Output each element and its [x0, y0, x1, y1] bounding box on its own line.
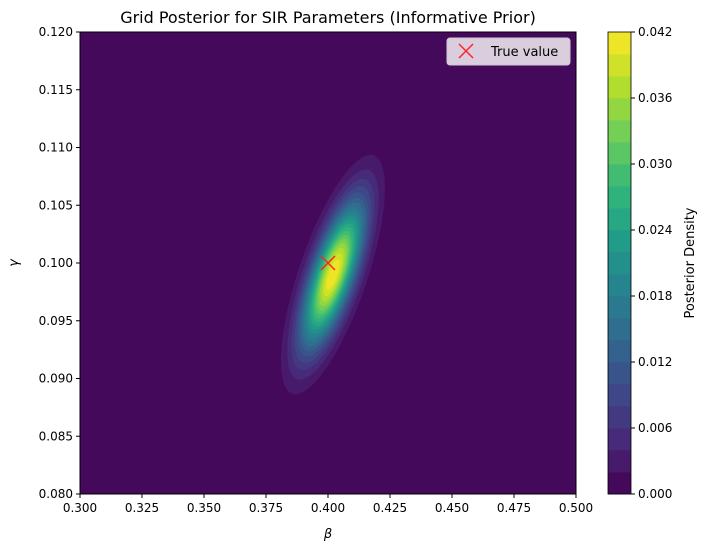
colorbar-tick-label: 0.036	[638, 91, 672, 105]
colorbar-band	[608, 384, 631, 407]
y-tick-label: 0.120	[39, 25, 73, 39]
plot-area	[79, 31, 577, 495]
x-tick-label: 0.500	[559, 501, 593, 515]
colorbar-band	[608, 274, 631, 297]
contour-band-20	[326, 259, 340, 290]
colorbar-band	[608, 98, 631, 121]
x-tick-label: 0.350	[187, 501, 221, 515]
colorbar-tick-label: 0.012	[638, 355, 672, 369]
x-tick-label: 0.325	[125, 501, 159, 515]
colorbar-band	[608, 318, 631, 341]
y-axis-label: γ	[7, 258, 22, 267]
y-tick-label: 0.080	[39, 487, 73, 501]
legend-marker-icon	[458, 43, 474, 59]
x-tick-label: 0.400	[311, 501, 345, 515]
colorbar-band	[608, 340, 631, 363]
y-tick-label: 0.105	[39, 198, 73, 212]
legend-entry-true-value: True value	[490, 45, 558, 60]
colorbar-tick-label: 0.024	[638, 223, 672, 237]
true-value-marker	[320, 255, 336, 271]
x-tick-label: 0.300	[63, 501, 97, 515]
y-tick-label: 0.100	[39, 256, 73, 270]
x-tick-label: 0.425	[373, 501, 407, 515]
colorbar-band	[608, 76, 631, 99]
y-axis: 0.080 0.085 0.090 0.095 0.100 0.105 0.110 0.115…	[39, 25, 80, 501]
colorbar-tick-label: 0.018	[638, 289, 672, 303]
x-axis-label: β	[323, 527, 332, 542]
colorbar-label: Posterior Density	[683, 207, 698, 318]
colorbar-tick-label: 0.042	[638, 25, 672, 39]
y-tick-label: 0.085	[39, 429, 73, 443]
colorbar-band	[608, 142, 631, 165]
x-tick-label: 0.375	[249, 501, 283, 515]
colorbar-band	[608, 54, 631, 77]
colorbar-band	[608, 230, 631, 253]
colorbar-band	[608, 472, 631, 495]
colorbar-band	[608, 208, 631, 231]
x-axis: 0.300 0.325 0.350 0.375 0.400 0.425 0.450 0.475…	[63, 494, 593, 515]
colorbar-band	[608, 252, 631, 275]
colorbar-frame	[607, 31, 632, 495]
legend-box	[446, 37, 571, 66]
x-tick-label: 0.475	[497, 501, 531, 515]
y-tick-label: 0.110	[39, 141, 73, 155]
colorbar-band	[608, 164, 631, 187]
chart-title: Grid Posterior for SIR Parameters (Infor…	[120, 8, 536, 27]
colorbar-band	[608, 406, 631, 429]
y-tick-label: 0.090	[39, 372, 73, 386]
colorbar-band	[608, 362, 631, 385]
colorbar-band	[608, 120, 631, 143]
x-tick-label: 0.450	[435, 501, 469, 515]
colorbar-tick-label: 0.006	[638, 421, 672, 435]
colorbar: 0.000 0.006 0.012 0.018 0.024 0.030 0.036 0.042…	[607, 25, 698, 501]
y-tick-label: 0.095	[39, 314, 73, 328]
y-tick-label: 0.115	[39, 83, 73, 97]
legend: True value	[446, 37, 571, 66]
colorbar-band	[608, 186, 631, 209]
colorbar-tick-label: 0.030	[638, 157, 672, 171]
colorbar-band	[608, 32, 631, 55]
colorbar-tick-label: 0.000	[638, 487, 672, 501]
colorbar-band	[608, 296, 631, 319]
colorbar-band	[608, 428, 631, 451]
colorbar-band	[608, 450, 631, 473]
